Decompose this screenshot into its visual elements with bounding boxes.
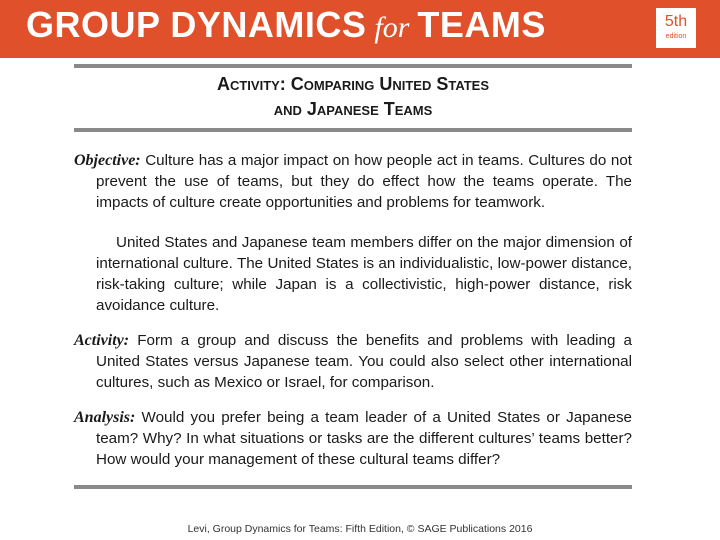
bottom-divider: [74, 485, 632, 489]
slide-title: Activity: Comparing United States and Ja…: [74, 72, 632, 122]
analysis-label: Analysis:: [74, 409, 136, 426]
slide-title-line-2: and Japanese Teams: [273, 99, 433, 119]
activity-text: Form a group and discuss the benefits an…: [96, 332, 632, 391]
objective-label: Objective:: [74, 152, 141, 169]
book-title-main: GROUP DYNAMICS: [26, 4, 367, 45]
book-title-for: for: [374, 11, 410, 44]
activity-paragraph: Activity: Form a group and discuss the b…: [74, 330, 632, 393]
edition-number: 5th: [664, 13, 688, 30]
analysis-text: Would you prefer being a team leader of …: [96, 409, 632, 468]
objective-text: Culture has a major impact on how people…: [96, 152, 632, 211]
edition-badge: 5th edition: [656, 8, 696, 48]
analysis-paragraph: Analysis: Would you prefer being a team …: [74, 407, 632, 470]
slide-title-line-1: Activity: Comparing United States: [216, 74, 490, 94]
header-banner: GROUP DYNAMICS for TEAMS 5th edition: [0, 0, 720, 58]
objective-paragraph: Objective: Culture has a major impact on…: [74, 150, 632, 213]
book-title: GROUP DYNAMICS for TEAMS: [26, 4, 546, 54]
activity-label: Activity:: [74, 332, 130, 349]
culture-paragraph: United States and Japanese team members …: [96, 234, 632, 314]
footer-citation: Levi, Group Dynamics for Teams: Fifth Ed…: [187, 523, 533, 535]
book-title-teams: TEAMS: [417, 4, 546, 45]
title-divider: [74, 128, 632, 132]
edition-label: edition: [665, 33, 687, 40]
top-divider: [74, 64, 632, 68]
